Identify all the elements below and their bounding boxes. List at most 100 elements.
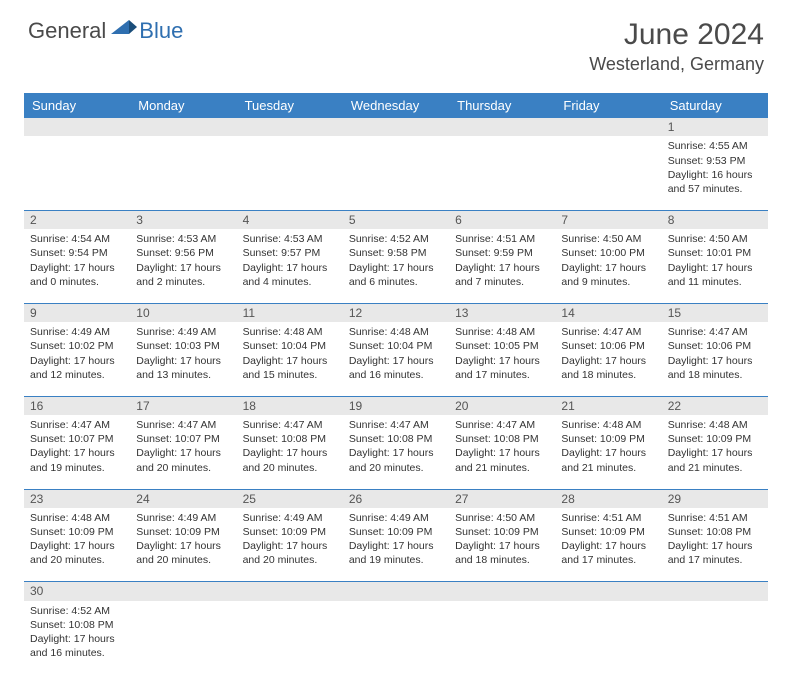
daylight-text: Daylight: 17 hours and 17 minutes. (668, 539, 762, 567)
day-number-cell: 19 (343, 396, 449, 415)
sunrise-text: Sunrise: 4:52 AM (349, 232, 443, 246)
day-number-cell: 3 (130, 210, 236, 229)
logo-flag-icon (111, 20, 137, 43)
sunset-text: Sunset: 10:09 PM (668, 432, 762, 446)
sunset-text: Sunset: 10:00 PM (561, 246, 655, 260)
day-detail-cell: Sunrise: 4:47 AMSunset: 10:08 PMDaylight… (343, 415, 449, 489)
day-detail-cell: Sunrise: 4:48 AMSunset: 10:04 PMDaylight… (343, 322, 449, 396)
daylight-text: Daylight: 17 hours and 20 minutes. (136, 446, 230, 474)
day-number-cell: 12 (343, 303, 449, 322)
sunrise-text: Sunrise: 4:50 AM (561, 232, 655, 246)
logo: General Blue (28, 18, 183, 44)
day-detail-cell: Sunrise: 4:49 AMSunset: 10:03 PMDaylight… (130, 322, 236, 396)
sunset-text: Sunset: 9:59 PM (455, 246, 549, 260)
day-number-cell: 15 (662, 303, 768, 322)
col-sunday: Sunday (24, 93, 130, 118)
sunrise-text: Sunrise: 4:52 AM (30, 604, 124, 618)
title-block: June 2024 Westerland, Germany (589, 18, 764, 75)
sunrise-text: Sunrise: 4:49 AM (136, 511, 230, 525)
col-thursday: Thursday (449, 93, 555, 118)
day-detail-cell: Sunrise: 4:50 AMSunset: 10:01 PMDaylight… (662, 229, 768, 303)
day-number-cell: 2 (24, 210, 130, 229)
day-detail-cell: Sunrise: 4:53 AMSunset: 9:56 PMDaylight:… (130, 229, 236, 303)
day-detail-cell: Sunrise: 4:54 AMSunset: 9:54 PMDaylight:… (24, 229, 130, 303)
daylight-text: Daylight: 17 hours and 21 minutes. (561, 446, 655, 474)
daylight-text: Daylight: 17 hours and 7 minutes. (455, 261, 549, 289)
sunrise-text: Sunrise: 4:48 AM (668, 418, 762, 432)
sunset-text: Sunset: 10:08 PM (243, 432, 337, 446)
sunset-text: Sunset: 10:09 PM (455, 525, 549, 539)
day-number-cell (237, 118, 343, 136)
day-detail-row: Sunrise: 4:54 AMSunset: 9:54 PMDaylight:… (24, 229, 768, 303)
sunrise-text: Sunrise: 4:47 AM (349, 418, 443, 432)
day-detail-row: Sunrise: 4:49 AMSunset: 10:02 PMDaylight… (24, 322, 768, 396)
day-detail-cell: Sunrise: 4:51 AMSunset: 10:08 PMDaylight… (662, 508, 768, 582)
day-number-cell: 29 (662, 489, 768, 508)
sunset-text: Sunset: 10:07 PM (30, 432, 124, 446)
sunrise-text: Sunrise: 4:47 AM (30, 418, 124, 432)
day-number-cell (449, 582, 555, 601)
sunset-text: Sunset: 10:08 PM (668, 525, 762, 539)
sunset-text: Sunset: 10:01 PM (668, 246, 762, 260)
daylight-text: Daylight: 17 hours and 18 minutes. (668, 354, 762, 382)
daylight-text: Daylight: 17 hours and 20 minutes. (243, 539, 337, 567)
sunset-text: Sunset: 10:08 PM (455, 432, 549, 446)
sunset-text: Sunset: 9:57 PM (243, 246, 337, 260)
sunrise-text: Sunrise: 4:47 AM (455, 418, 549, 432)
daylight-text: Daylight: 17 hours and 21 minutes. (668, 446, 762, 474)
daylight-text: Daylight: 17 hours and 21 minutes. (455, 446, 549, 474)
day-number-cell (343, 118, 449, 136)
sunset-text: Sunset: 10:03 PM (136, 339, 230, 353)
day-detail-cell: Sunrise: 4:48 AMSunset: 10:05 PMDaylight… (449, 322, 555, 396)
day-number-cell: 5 (343, 210, 449, 229)
month-title: June 2024 (589, 18, 764, 52)
day-number-cell (555, 582, 661, 601)
day-number-cell: 18 (237, 396, 343, 415)
day-detail-cell: Sunrise: 4:48 AMSunset: 10:09 PMDaylight… (662, 415, 768, 489)
daylight-text: Daylight: 17 hours and 12 minutes. (30, 354, 124, 382)
daylight-text: Daylight: 17 hours and 18 minutes. (455, 539, 549, 567)
day-detail-cell: Sunrise: 4:47 AMSunset: 10:06 PMDaylight… (555, 322, 661, 396)
sunrise-text: Sunrise: 4:51 AM (561, 511, 655, 525)
sunset-text: Sunset: 9:58 PM (349, 246, 443, 260)
day-number-cell: 30 (24, 582, 130, 601)
day-detail-cell: Sunrise: 4:47 AMSunset: 10:08 PMDaylight… (237, 415, 343, 489)
col-monday: Monday (130, 93, 236, 118)
day-detail-cell: Sunrise: 4:49 AMSunset: 10:09 PMDaylight… (237, 508, 343, 582)
sunset-text: Sunset: 10:02 PM (30, 339, 124, 353)
day-detail-cell (449, 136, 555, 210)
day-detail-cell: Sunrise: 4:49 AMSunset: 10:02 PMDaylight… (24, 322, 130, 396)
day-detail-cell: Sunrise: 4:49 AMSunset: 10:09 PMDaylight… (130, 508, 236, 582)
day-number-cell: 26 (343, 489, 449, 508)
daylight-text: Daylight: 17 hours and 17 minutes. (455, 354, 549, 382)
day-detail-cell: Sunrise: 4:49 AMSunset: 10:09 PMDaylight… (343, 508, 449, 582)
sunrise-text: Sunrise: 4:49 AM (136, 325, 230, 339)
day-number-cell (24, 118, 130, 136)
weekday-header-row: Sunday Monday Tuesday Wednesday Thursday… (24, 93, 768, 118)
day-detail-cell: Sunrise: 4:47 AMSunset: 10:08 PMDaylight… (449, 415, 555, 489)
sunset-text: Sunset: 10:08 PM (349, 432, 443, 446)
day-number-row: 23242526272829 (24, 489, 768, 508)
sunrise-text: Sunrise: 4:47 AM (136, 418, 230, 432)
day-number-cell (130, 582, 236, 601)
day-number-cell: 28 (555, 489, 661, 508)
day-detail-cell: Sunrise: 4:50 AMSunset: 10:00 PMDaylight… (555, 229, 661, 303)
day-number-cell (662, 582, 768, 601)
sunrise-text: Sunrise: 4:50 AM (455, 511, 549, 525)
daylight-text: Daylight: 17 hours and 6 minutes. (349, 261, 443, 289)
daylight-text: Daylight: 17 hours and 20 minutes. (30, 539, 124, 567)
daylight-text: Daylight: 17 hours and 20 minutes. (243, 446, 337, 474)
col-saturday: Saturday (662, 93, 768, 118)
sunset-text: Sunset: 10:09 PM (136, 525, 230, 539)
sunset-text: Sunset: 10:09 PM (349, 525, 443, 539)
day-detail-cell: Sunrise: 4:51 AMSunset: 9:59 PMDaylight:… (449, 229, 555, 303)
sunset-text: Sunset: 10:04 PM (349, 339, 443, 353)
day-number-cell: 7 (555, 210, 661, 229)
day-detail-cell: Sunrise: 4:51 AMSunset: 10:09 PMDaylight… (555, 508, 661, 582)
sunrise-text: Sunrise: 4:55 AM (668, 139, 762, 153)
daylight-text: Daylight: 17 hours and 19 minutes. (349, 539, 443, 567)
col-tuesday: Tuesday (237, 93, 343, 118)
sunset-text: Sunset: 10:07 PM (136, 432, 230, 446)
day-number-row: 1 (24, 118, 768, 136)
logo-text-blue: Blue (139, 18, 183, 44)
